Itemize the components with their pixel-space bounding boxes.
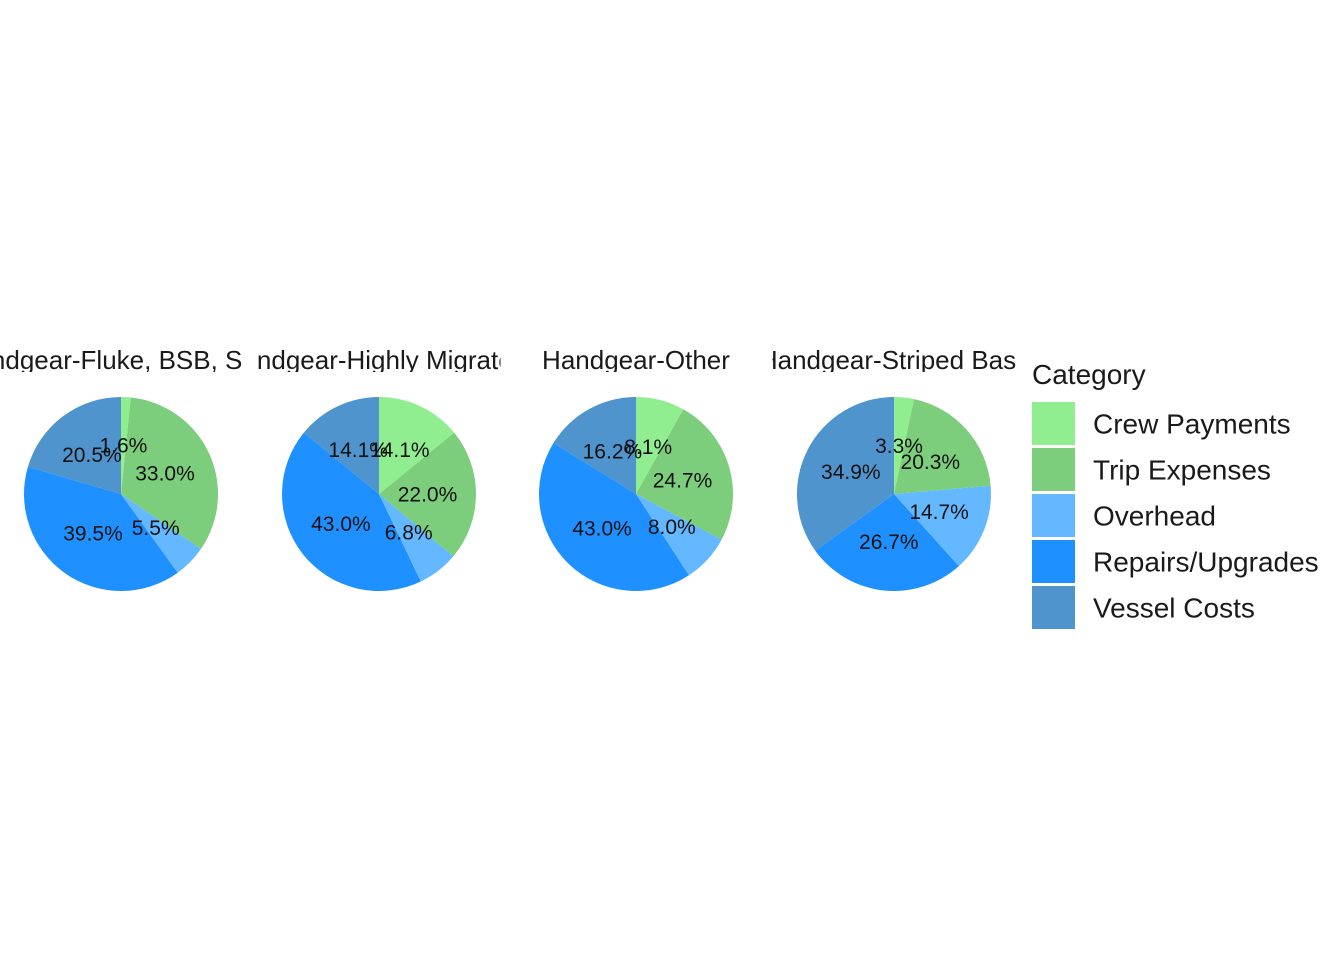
slice-label: 20.5%	[62, 444, 122, 467]
facets-group: Handgear-Fluke, BSB, Scup 20.5% 39.5% 5.5% 3…	[0, 345, 1029, 592]
facet-4: Handgear-Striped Bass 34.9% 26.7% 14.7% 20.3…	[759, 345, 1029, 592]
legend-key-5	[1032, 586, 1075, 629]
legend-label-5: Vessel Costs	[1093, 593, 1255, 624]
legend-key-1	[1032, 402, 1075, 445]
legend-label-3: Overhead	[1093, 501, 1216, 532]
pie-slice-overhead	[636, 494, 722, 576]
slice-label: 20.3%	[901, 451, 961, 474]
pie-slice-repairs-upgrades	[24, 466, 178, 591]
slice-label: 14.1%	[370, 439, 430, 462]
pie-slice-trip-expenses	[121, 397, 218, 549]
pie-slice-vessel-costs	[27, 397, 121, 494]
pie-slice-overhead	[894, 485, 992, 567]
pie-slice-crew-payments	[379, 397, 455, 494]
pie-slice-overhead	[121, 494, 201, 573]
pie-slice-crew-payments	[636, 397, 684, 494]
pie-slice-trip-expenses	[379, 432, 477, 557]
pie-slice-vessel-costs	[796, 397, 894, 551]
legend-key-3	[1032, 494, 1075, 537]
pie-slice-vessel-costs	[553, 397, 636, 494]
pie-slice-crew-payments	[894, 397, 914, 494]
facet-title: Handgear-Highly Migratory	[224, 345, 535, 375]
slice-label: 1.6%	[99, 435, 147, 458]
pie-slice-trip-expenses	[636, 409, 733, 540]
slice-label: 33.0%	[135, 463, 195, 486]
slice-label: 26.7%	[859, 531, 919, 554]
legend-title: Category	[1032, 359, 1146, 390]
slice-label: 6.8%	[385, 521, 433, 544]
facet-1: Handgear-Fluke, BSB, Scup 20.5% 39.5% 5.5% 3…	[0, 345, 284, 591]
slice-label: 8.1%	[624, 436, 672, 459]
slice-label: 22.0%	[398, 483, 458, 506]
slice-label: 14.1%	[328, 439, 388, 462]
pie-slice-vessel-costs	[303, 396, 379, 494]
legend-label-1: Crew Payments	[1093, 409, 1291, 440]
legend-label-2: Trip Expenses	[1093, 455, 1271, 486]
slice-label: 8.0%	[648, 516, 696, 539]
facet-3: Handgear-Other 16.2% 43.0% 8.0% 24.7% 8.1%	[538, 345, 733, 592]
pie-slice-repairs-upgrades	[538, 443, 689, 592]
pie-slice-repairs-upgrades	[815, 494, 959, 592]
slice-label: 14.7%	[909, 501, 969, 524]
slice-label: 43.0%	[311, 513, 371, 536]
facet-2: Handgear-Highly Migratory 14.1% 43.0% 6.8% 2…	[224, 345, 535, 592]
legend: Category Crew Payments Trip Expenses Overhe…	[1032, 359, 1319, 629]
slice-label: 34.9%	[821, 461, 881, 484]
pie-slice-crew-payments	[121, 397, 131, 494]
slice-label: 16.2%	[583, 441, 643, 464]
pie-slice-repairs-upgrades	[281, 432, 421, 592]
facet-title: Handgear-Striped Bass	[759, 345, 1029, 375]
facet-title: Handgear-Other	[542, 345, 730, 375]
facet-title: Handgear-Fluke, BSB, Scup	[0, 345, 284, 375]
slice-label: 24.7%	[653, 469, 713, 492]
legend-label-4: Repairs/Upgrades	[1093, 547, 1319, 578]
slice-label: 3.3%	[875, 435, 923, 458]
pie-slice-overhead	[379, 494, 454, 582]
slice-label: 5.5%	[132, 517, 180, 540]
slice-label: 39.5%	[63, 523, 123, 546]
legend-key-2	[1032, 448, 1075, 491]
slice-label: 43.0%	[572, 518, 632, 541]
legend-key-4	[1032, 540, 1075, 583]
pie-slice-trip-expenses	[894, 399, 991, 494]
